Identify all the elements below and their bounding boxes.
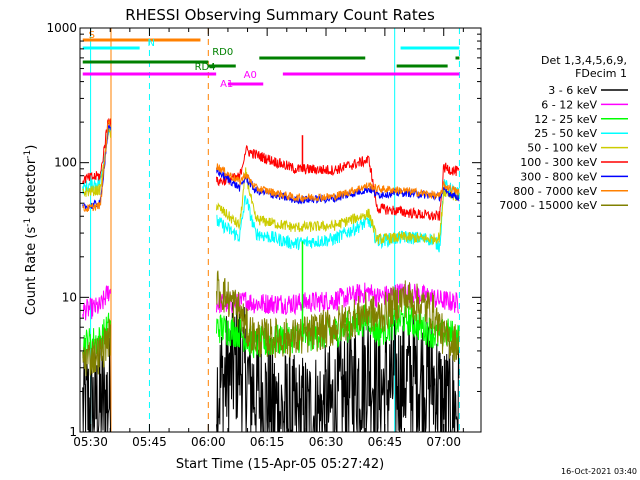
plot-frame	[79, 27, 482, 433]
series-line	[82, 282, 460, 321]
legend-label: 12 - 25 keV	[534, 113, 597, 126]
flag-label: A0	[244, 70, 257, 81]
x-tick-label: 06:15	[250, 435, 285, 449]
legend-label: 7000 - 15000 keV	[499, 199, 597, 212]
x-tick-label: 07:00	[426, 435, 461, 449]
y-axis-label: Count Rate (s-1 detector-1)	[23, 145, 39, 316]
timestamp: 16-Oct-2021 03:40	[561, 467, 637, 476]
legend-label: 300 - 800 keV	[520, 170, 597, 183]
y-tick-label: 1000	[46, 21, 77, 35]
series-line	[82, 126, 460, 245]
legend-label: 3 - 6 keV	[548, 84, 597, 97]
flag-label: RD4	[195, 62, 216, 73]
chart-title: RHESSI Observing Summary Count Rates	[125, 6, 435, 24]
axes: 05:30 05:45 06:00 06:15 06:30 06:45 07:00 1 10 10…	[46, 21, 481, 449]
flag-label: S	[89, 30, 95, 41]
series-line	[82, 117, 460, 221]
plot-area: S N RD0 RD4 A0 A1	[82, 28, 460, 433]
legend-label: 800 - 7000 keV	[513, 185, 597, 198]
series-line	[82, 124, 460, 211]
flag-label: A1	[220, 79, 233, 90]
legend-label: 100 - 300 keV	[520, 156, 597, 169]
y-tick-label: 10	[62, 290, 77, 304]
legend-header: Det 1,3,4,5,6,9,	[541, 54, 627, 67]
x-tick-label: 05:30	[73, 435, 108, 449]
flag-label: RD0	[212, 47, 233, 58]
flag-label: N	[147, 38, 154, 49]
series-line	[82, 270, 460, 377]
series-line	[82, 302, 460, 433]
x-tick-label: 06:30	[309, 435, 344, 449]
x-tick-label: 06:00	[191, 435, 226, 449]
x-axis-label: Start Time (15-Apr-05 05:27:42)	[176, 457, 384, 472]
x-tick-label: 05:45	[132, 435, 167, 449]
legend-label: 50 - 100 keV	[527, 142, 597, 155]
legend-header: FDecim 1	[575, 67, 627, 80]
legend-label: 25 - 50 keV	[534, 127, 597, 140]
series-line	[82, 119, 460, 213]
legend-label: 6 - 12 keV	[541, 98, 597, 111]
y-tick-label: 100	[54, 156, 77, 170]
x-tick-label: 06:45	[368, 435, 403, 449]
y-tick-label: 1	[69, 425, 77, 439]
